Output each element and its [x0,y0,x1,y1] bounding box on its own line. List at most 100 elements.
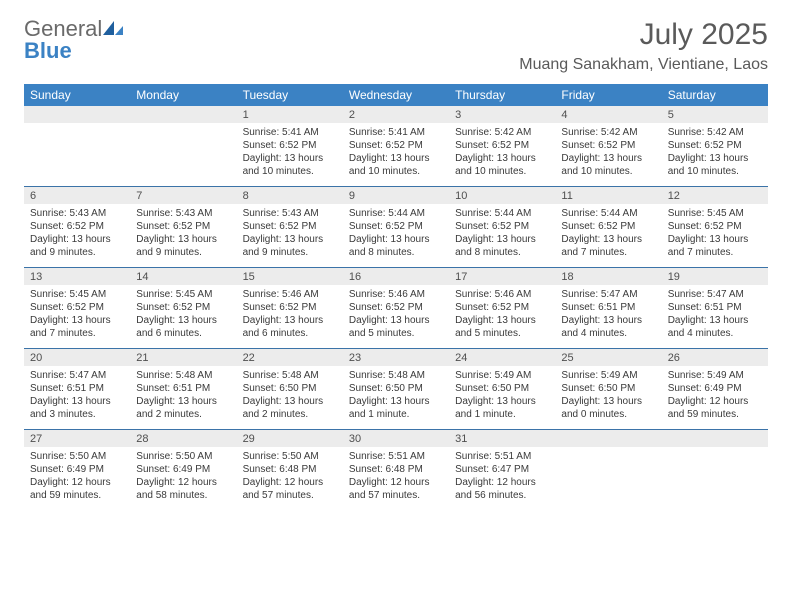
day-number: 6 [30,190,36,202]
day-number: 21 [136,352,148,364]
daylight-text: Daylight: 13 hours and 7 minutes. [668,233,762,259]
day-number: 31 [455,433,467,445]
logo-sail-icon [102,18,124,40]
sunset-text: Sunset: 6:52 PM [30,301,124,314]
sunset-text: Sunset: 6:50 PM [243,382,337,395]
sunset-text: Sunset: 6:52 PM [668,220,762,233]
day-number-cell: 6 [24,187,130,205]
day-detail-cell: Sunrise: 5:49 AMSunset: 6:49 PMDaylight:… [662,366,768,430]
daylight-text: Daylight: 13 hours and 7 minutes. [30,314,124,340]
daylight-text: Daylight: 13 hours and 7 minutes. [561,233,655,259]
day-number-row: 12345 [24,106,768,123]
day-detail-cell: Sunrise: 5:42 AMSunset: 6:52 PMDaylight:… [555,123,661,187]
day-number: 3 [455,109,461,121]
sunset-text: Sunset: 6:52 PM [349,139,443,152]
day-number-cell: 4 [555,106,661,123]
weekday-header: Monday [130,84,236,106]
sunrise-text: Sunrise: 5:47 AM [668,288,762,301]
day-number: 13 [30,271,42,283]
day-detail-cell [662,447,768,510]
sunset-text: Sunset: 6:51 PM [30,382,124,395]
day-number-cell: 27 [24,430,130,448]
day-number-cell: 3 [449,106,555,123]
sunrise-text: Sunrise: 5:48 AM [136,369,230,382]
day-number-row: 27 28 29 30 31 [24,430,768,448]
day-number: 28 [136,433,148,445]
sunset-text: Sunset: 6:52 PM [30,220,124,233]
sunrise-text: Sunrise: 5:41 AM [349,126,443,139]
day-number: 24 [455,352,467,364]
weekday-header: Sunday [24,84,130,106]
sunset-text: Sunset: 6:49 PM [668,382,762,395]
day-number: 18 [561,271,573,283]
sunrise-text: Sunrise: 5:47 AM [561,288,655,301]
daylight-text: Daylight: 13 hours and 10 minutes. [668,152,762,178]
day-number-cell: 11 [555,187,661,205]
day-number: 29 [243,433,255,445]
sunrise-text: Sunrise: 5:51 AM [349,450,443,463]
sunrise-text: Sunrise: 5:43 AM [136,207,230,220]
sunrise-text: Sunrise: 5:45 AM [668,207,762,220]
sunrise-text: Sunrise: 5:49 AM [668,369,762,382]
sunrise-text: Sunrise: 5:45 AM [136,288,230,301]
sunset-text: Sunset: 6:49 PM [136,463,230,476]
day-number-cell: 10 [449,187,555,205]
day-detail-cell: Sunrise: 5:42 AMSunset: 6:52 PMDaylight:… [449,123,555,187]
sunrise-text: Sunrise: 5:46 AM [455,288,549,301]
day-number: 1 [243,109,249,121]
sunset-text: Sunset: 6:52 PM [243,220,337,233]
daylight-text: Daylight: 13 hours and 8 minutes. [349,233,443,259]
daylight-text: Daylight: 13 hours and 9 minutes. [136,233,230,259]
daylight-text: Daylight: 13 hours and 4 minutes. [561,314,655,340]
weekday-header: Friday [555,84,661,106]
day-number: 7 [136,190,142,202]
day-number-cell: 8 [237,187,343,205]
day-detail-cell: Sunrise: 5:45 AMSunset: 6:52 PMDaylight:… [662,204,768,268]
day-number: 30 [349,433,361,445]
day-number-cell: 13 [24,268,130,286]
sunrise-text: Sunrise: 5:42 AM [561,126,655,139]
sunset-text: Sunset: 6:49 PM [30,463,124,476]
sunset-text: Sunset: 6:48 PM [349,463,443,476]
sunset-text: Sunset: 6:50 PM [349,382,443,395]
sunset-text: Sunset: 6:51 PM [561,301,655,314]
day-number: 17 [455,271,467,283]
day-detail-cell: Sunrise: 5:45 AMSunset: 6:52 PMDaylight:… [24,285,130,349]
day-number: 25 [561,352,573,364]
day-detail-cell: Sunrise: 5:48 AMSunset: 6:51 PMDaylight:… [130,366,236,430]
sunset-text: Sunset: 6:52 PM [136,220,230,233]
day-detail-cell [24,123,130,187]
day-number-cell: 15 [237,268,343,286]
daylight-text: Daylight: 12 hours and 58 minutes. [136,476,230,502]
daylight-text: Daylight: 13 hours and 3 minutes. [30,395,124,421]
day-number-cell [130,106,236,123]
sunrise-text: Sunrise: 5:50 AM [243,450,337,463]
day-number: 15 [243,271,255,283]
day-detail-cell: Sunrise: 5:43 AMSunset: 6:52 PMDaylight:… [237,204,343,268]
day-detail-row: Sunrise: 5:50 AMSunset: 6:49 PMDaylight:… [24,447,768,510]
daylight-text: Daylight: 13 hours and 1 minute. [349,395,443,421]
header: General Blue July 2025 Muang Sanakham, V… [24,18,768,74]
day-number: 2 [349,109,355,121]
day-number: 8 [243,190,249,202]
day-number-cell [555,430,661,448]
day-detail-cell: Sunrise: 5:49 AMSunset: 6:50 PMDaylight:… [449,366,555,430]
daylight-text: Daylight: 12 hours and 59 minutes. [30,476,124,502]
day-number-cell: 7 [130,187,236,205]
day-number: 14 [136,271,148,283]
sunset-text: Sunset: 6:47 PM [455,463,549,476]
day-detail-cell: Sunrise: 5:42 AMSunset: 6:52 PMDaylight:… [662,123,768,187]
daylight-text: Daylight: 12 hours and 57 minutes. [243,476,337,502]
day-detail-cell [130,123,236,187]
sunset-text: Sunset: 6:51 PM [136,382,230,395]
day-number: 19 [668,271,680,283]
daylight-text: Daylight: 13 hours and 0 minutes. [561,395,655,421]
sunrise-text: Sunrise: 5:47 AM [30,369,124,382]
day-number-cell: 24 [449,349,555,367]
daylight-text: Daylight: 13 hours and 4 minutes. [668,314,762,340]
day-number: 16 [349,271,361,283]
sunrise-text: Sunrise: 5:46 AM [243,288,337,301]
day-number-cell: 18 [555,268,661,286]
sunset-text: Sunset: 6:52 PM [455,301,549,314]
day-detail-cell: Sunrise: 5:50 AMSunset: 6:49 PMDaylight:… [130,447,236,510]
